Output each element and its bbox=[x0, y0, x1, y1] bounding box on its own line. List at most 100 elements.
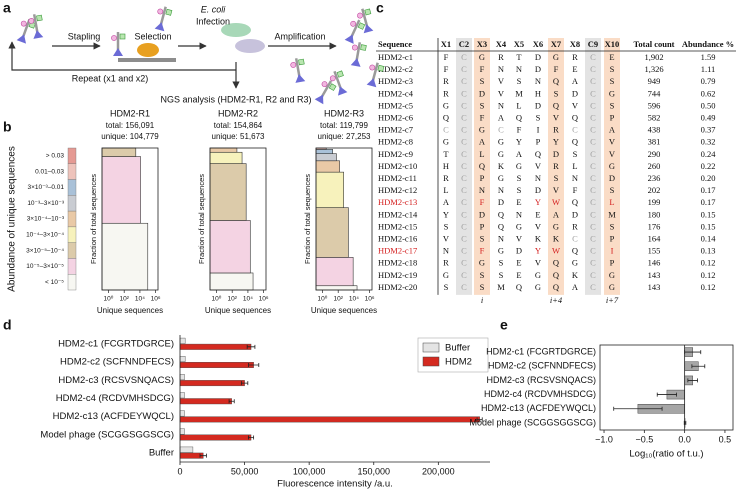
panel-label: b bbox=[3, 119, 12, 135]
table-cell: A bbox=[443, 197, 450, 207]
table-cell: E bbox=[609, 52, 614, 62]
bar bbox=[179, 434, 252, 441]
table-cell: E bbox=[516, 197, 521, 207]
error-bar bbox=[248, 362, 260, 367]
peptide bbox=[369, 64, 376, 71]
table-cell: P bbox=[610, 258, 615, 268]
table-cell: 0.20 bbox=[701, 173, 716, 183]
legend-swatch bbox=[67, 258, 77, 275]
peptide bbox=[364, 8, 372, 16]
table-cell: 0.12 bbox=[701, 258, 716, 268]
row-name: HDM2-c18 bbox=[378, 258, 417, 268]
column-header: X5 bbox=[514, 39, 524, 49]
position-label: i bbox=[481, 295, 484, 305]
table-cell: 0.15 bbox=[701, 209, 716, 219]
phage-tip bbox=[33, 30, 44, 39]
table-cell: S bbox=[536, 112, 541, 122]
y-axis-label: Fraction of total sequences bbox=[197, 174, 206, 264]
table-cell: S bbox=[444, 221, 449, 231]
table-cell: N bbox=[516, 64, 522, 74]
abundance-band bbox=[315, 207, 349, 258]
x-tick-label: 10⁰ bbox=[318, 295, 328, 303]
table-cell: K bbox=[535, 233, 542, 243]
table-cell: G bbox=[479, 52, 485, 62]
plot-frame bbox=[599, 344, 734, 431]
table-cell: Q bbox=[553, 270, 559, 280]
table-cell: C bbox=[590, 52, 596, 62]
table-cell: V bbox=[516, 233, 523, 243]
table-cell: A bbox=[572, 76, 579, 86]
table-cell: 1,326 bbox=[644, 64, 663, 74]
abundance-band bbox=[101, 156, 141, 224]
panel-label: c bbox=[376, 0, 384, 16]
table-cell: V bbox=[535, 258, 542, 268]
table-cell: S bbox=[573, 149, 578, 159]
table-cell: P bbox=[610, 112, 615, 122]
table-cell: V bbox=[609, 149, 616, 159]
table-cell: N bbox=[535, 76, 541, 86]
y-tick-label: Buffer bbox=[149, 447, 174, 458]
table-cell: C bbox=[461, 137, 467, 147]
table-cell: N bbox=[498, 233, 504, 243]
species-label: E. coli bbox=[201, 4, 227, 14]
bar bbox=[179, 392, 185, 399]
x-tick-label: 10⁴ bbox=[243, 296, 253, 303]
table-cell: K bbox=[498, 161, 505, 171]
x-tick-label: 100,000 bbox=[293, 466, 326, 476]
table-cell: C bbox=[590, 161, 596, 171]
row-name: HDM2-c19 bbox=[378, 270, 417, 280]
table-cell: 0.49 bbox=[701, 112, 716, 122]
y-tick-label: Model phage (SCGGSGGSCG) bbox=[40, 429, 174, 440]
table-cell: F bbox=[554, 64, 559, 74]
table-cell: C bbox=[461, 246, 467, 256]
legend-label: 3×10⁻³–0.01 bbox=[27, 184, 64, 191]
phage-icon bbox=[366, 62, 385, 88]
table-cell: M bbox=[497, 282, 505, 292]
y-tick-label: HDM2-c4 (RCDVMHSDCG) bbox=[56, 393, 174, 404]
target-protein bbox=[137, 43, 159, 57]
phage-icon bbox=[329, 70, 348, 96]
table-cell: C bbox=[443, 125, 449, 135]
table-cell: F bbox=[480, 112, 485, 122]
row-name: HDM2-c9 bbox=[378, 149, 413, 159]
legend-swatch bbox=[67, 210, 77, 228]
phage-icon bbox=[290, 58, 306, 83]
row-name: HDM2-c7 bbox=[378, 125, 413, 135]
table-cell: F bbox=[444, 52, 449, 62]
table-cell: R bbox=[443, 88, 449, 98]
x-axis-label: Log₁₀(ratio of t.u.) bbox=[629, 449, 703, 460]
table-cell: C bbox=[461, 185, 467, 195]
abundance-band bbox=[315, 257, 354, 287]
column-header: X4 bbox=[496, 39, 507, 49]
panel-label: e bbox=[500, 317, 508, 333]
phage-tip bbox=[295, 74, 306, 83]
column-header: X7 bbox=[551, 39, 562, 49]
x-axis-label: Fluorescence intensity /a.u. bbox=[277, 479, 393, 489]
table-cell: 0.37 bbox=[701, 125, 716, 135]
table-cell: C bbox=[498, 125, 504, 135]
peptide bbox=[290, 62, 297, 68]
table-cell: V bbox=[609, 137, 616, 147]
table-cell: W bbox=[552, 246, 560, 256]
table-cell: S bbox=[517, 185, 522, 195]
table-cell: C bbox=[461, 270, 467, 280]
y-tick-label: HDM2-c2 (SCFNNDFECS) bbox=[488, 361, 596, 371]
table-cell: T bbox=[516, 52, 522, 62]
phage-icon bbox=[350, 42, 367, 67]
table-cell: H bbox=[443, 161, 449, 171]
table-cell: L bbox=[479, 149, 484, 159]
table-cell: S bbox=[610, 100, 615, 110]
table-cell: S bbox=[480, 100, 485, 110]
y-tick-label: HDM2-c2 (SCFNNDFECS) bbox=[60, 357, 174, 368]
table-cell: C bbox=[590, 100, 596, 110]
table-cell: G bbox=[572, 258, 578, 268]
panel-unique: unique: 104,779 bbox=[101, 132, 159, 141]
legend-label: > 0.03 bbox=[46, 153, 65, 160]
table-cell: C bbox=[590, 112, 596, 122]
table-cell: G bbox=[443, 137, 449, 147]
table-cell: F bbox=[573, 185, 578, 195]
legend-axis-label: Abundance of unique sequences bbox=[7, 146, 18, 292]
panel-label: d bbox=[3, 317, 12, 333]
table-cell: Q bbox=[516, 112, 522, 122]
repeat-arrow bbox=[8, 41, 236, 71]
